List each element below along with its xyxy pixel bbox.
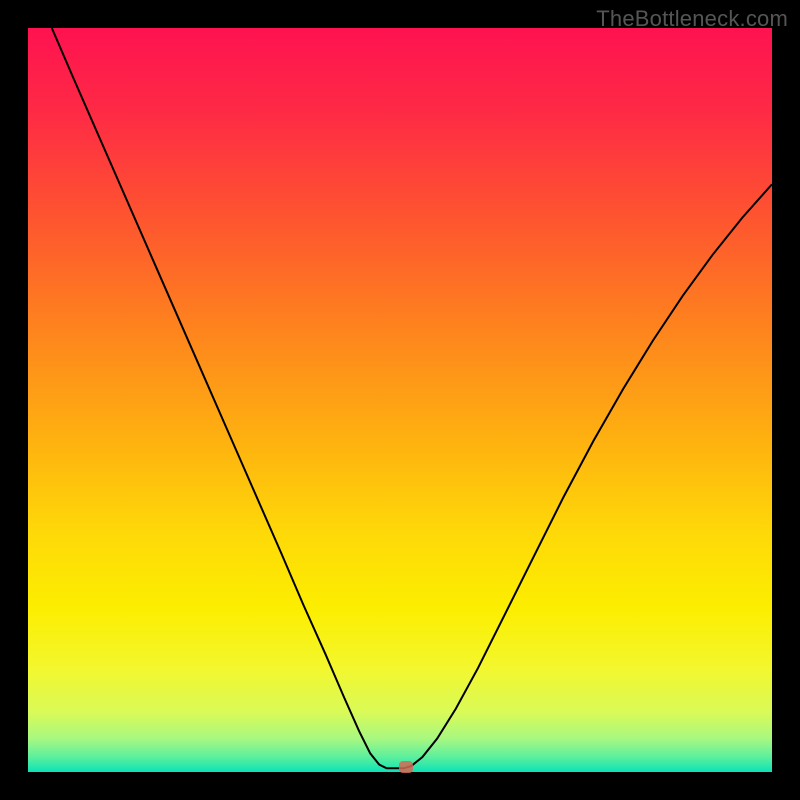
bottleneck-curve-svg	[28, 28, 772, 772]
bottleneck-curve-path	[52, 28, 772, 768]
optimal-point-marker	[399, 761, 413, 773]
plot-area	[28, 28, 772, 772]
